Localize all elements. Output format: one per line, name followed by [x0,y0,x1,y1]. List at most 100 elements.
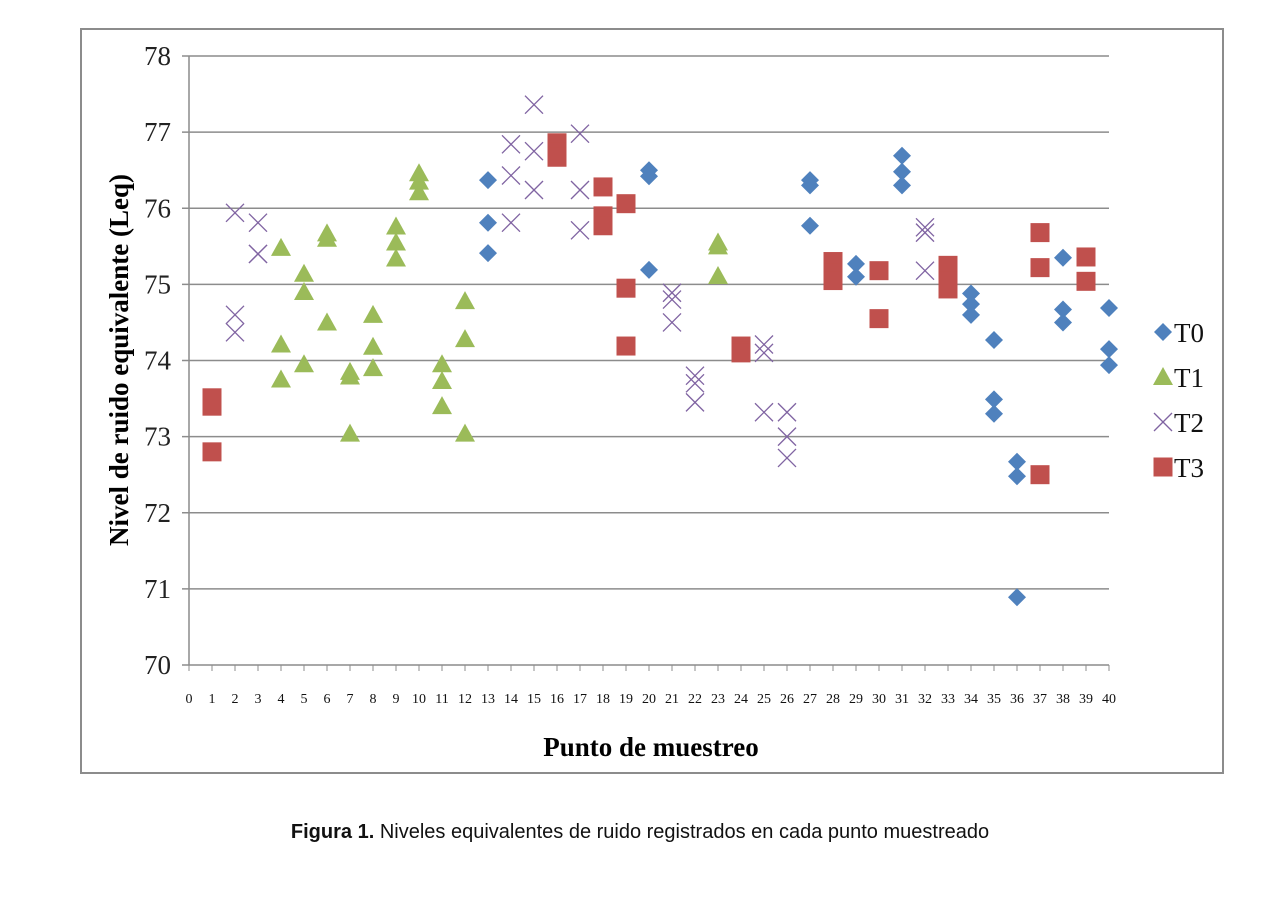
data-point-t2 [225,322,245,342]
data-point-t0 [479,171,497,190]
data-point-t3 [593,216,613,236]
x-tick-label: 35 [987,692,1001,707]
x-tick-label: 19 [619,692,633,707]
x-tick-label: 1 [209,692,216,707]
x-tick-label: 40 [1102,692,1116,707]
data-point-t1 [294,263,314,282]
data-point-t1 [455,329,475,348]
legend-label: T3 [1174,453,1204,483]
data-point-t3 [869,261,889,281]
data-point-t1 [455,291,475,310]
x-tick-label: 9 [393,692,400,707]
legend-label: T0 [1174,318,1204,348]
series-t0 [479,146,1118,607]
legend-item-t3: T3 [1153,453,1204,483]
data-point-t1 [708,236,728,255]
data-point-t2 [777,427,797,447]
data-point-t3 [616,278,636,298]
data-point-t0 [1008,452,1026,471]
x-tick-label: 0 [186,692,193,707]
data-point-t0 [1054,313,1072,332]
data-point-t1 [708,266,728,285]
data-point-t3 [938,255,958,275]
data-point-t3 [1076,247,1096,267]
data-point-t0 [1100,356,1118,375]
data-point-t3 [1030,258,1050,278]
data-point-t1 [409,171,429,190]
data-point-t0 [985,390,1003,409]
x-tick-label: 20 [642,692,656,707]
data-point-t3 [938,279,958,299]
data-point-t3 [1030,223,1050,243]
legend-label: T2 [1174,408,1204,438]
data-point-t2 [501,213,521,233]
data-point-t2 [248,244,268,264]
x-tick-label: 17 [573,692,587,707]
legend-item-t0: T0 [1154,318,1204,348]
data-point-t2 [777,402,797,422]
data-point-t1 [294,354,314,373]
data-point-t2 [754,335,774,354]
y-tick-label: 71 [144,574,171,604]
data-point-t2 [524,141,544,161]
data-point-t2 [662,312,682,332]
data-point-t3 [1030,465,1050,485]
x-tick-label: 31 [895,692,909,707]
data-point-t0 [893,162,911,181]
x-tick-labels: 0 1 2 3 4 5 6 7 8 9 10 11 12 13 14 15 16 17 18 19 20 21 22 23 24… [186,692,1117,707]
data-point-t0 [640,260,658,279]
data-point-t0 [1100,340,1118,359]
data-point-t1 [432,396,452,415]
x-tick-label: 6 [324,692,331,707]
data-point-t0 [962,284,980,303]
data-point-t0 [479,244,497,263]
y-tick-label: 77 [144,117,171,147]
data-point-t1 [363,304,383,323]
x-tick-label: 13 [481,692,495,707]
data-point-t2 [915,217,935,237]
caption-text: Niveles equivalentes de ruido registrado… [374,821,990,843]
data-point-t2 [915,223,935,243]
data-point-t2 [570,124,590,144]
data-point-t1 [317,228,337,247]
legend-marker-t1-icon [1153,367,1173,385]
data-point-t0 [893,146,911,165]
x-tick-label: 23 [711,692,725,707]
data-point-t0 [985,404,1003,423]
y-tick-label: 70 [144,650,171,680]
data-point-t2 [570,180,590,200]
x-tick-label: 32 [918,692,932,707]
x-tick-label: 30 [872,692,886,707]
x-tick-label: 8 [370,692,377,707]
data-point-t1 [363,336,383,355]
data-point-t2 [754,402,774,422]
x-tick-label: 22 [688,692,702,707]
data-point-t1 [271,334,291,353]
legend-item-t1: T1 [1153,363,1204,393]
data-point-t2 [662,290,682,310]
x-tick-label: 12 [458,692,472,707]
x-tick-label: 37 [1033,692,1047,707]
x-tick-label: 39 [1079,692,1093,707]
legend-item-t2: T2 [1153,408,1204,438]
data-points [202,95,1118,607]
x-tick-label: 2 [232,692,239,707]
data-point-t1 [386,232,406,251]
data-point-t1 [409,182,429,201]
y-tick-labels: 70 71 72 73 74 75 76 77 78 [144,41,172,680]
data-point-t1 [271,237,291,256]
data-point-t1 [340,366,360,385]
x-tick-label: 34 [964,692,978,707]
chart-frame: 70 71 72 73 74 75 76 77 78 0 1 2 3 4 5 6 7 8 9 10 11 12 13 14 1… [80,28,1224,774]
data-point-t0 [985,330,1003,349]
data-point-t3 [1076,271,1096,291]
x-axis-title: Punto de muestreo [543,732,759,762]
data-point-t2 [501,166,521,185]
y-tick-label: 76 [144,193,171,223]
x-tick-label: 15 [527,692,541,707]
data-point-t0 [962,295,980,314]
data-point-t3 [202,442,222,462]
y-tick-label: 72 [144,498,171,528]
data-point-t1 [432,371,452,390]
data-point-t2 [662,283,682,303]
